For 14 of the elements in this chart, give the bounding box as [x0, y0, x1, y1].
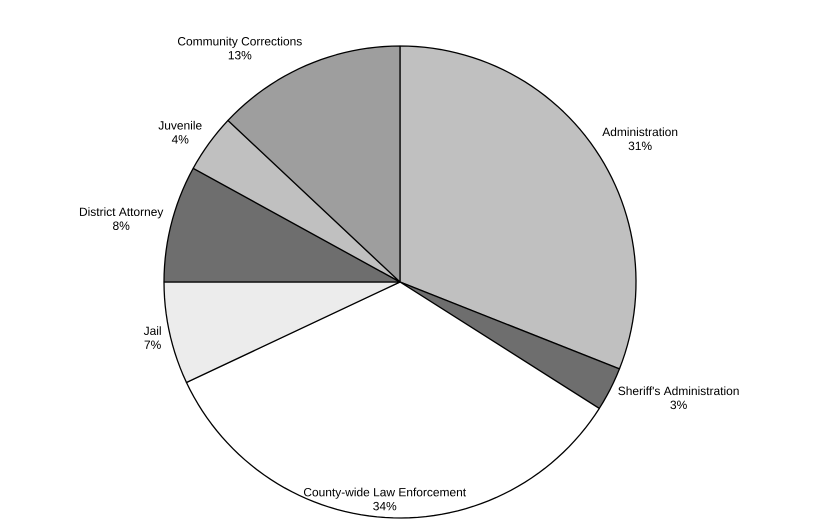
slice-label: Juvenile [158, 120, 202, 130]
data-label: 31% [628, 142, 652, 150]
data-label: 7% [144, 340, 161, 349]
slice-label: Community Corrections [178, 36, 302, 48]
slice-label: Jail [144, 326, 161, 336]
data-label: 4% [172, 135, 188, 144]
slice-label: Administration [602, 127, 678, 136]
slice-label: District Attorney [80, 207, 164, 218]
slice-label: Sheriff's Administration [618, 386, 739, 396]
data-label: 34% [373, 502, 396, 510]
data-label: 13% [228, 50, 252, 60]
data-label: 8% [113, 222, 130, 230]
slice-label: County-wide Law Enforcement [304, 488, 466, 499]
data-label: 3% [670, 400, 687, 410]
